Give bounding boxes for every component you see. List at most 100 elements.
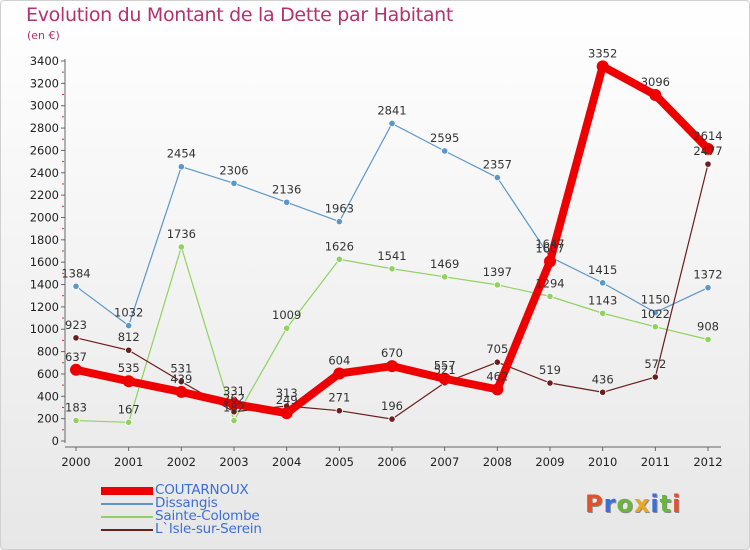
data-label-dissangis: 1032 — [114, 306, 143, 320]
legend-swatch-l-isle-sur-serein — [101, 529, 153, 531]
data-label-l-isle-sur-serein: 812 — [118, 330, 140, 344]
y-tick-label: 3000 — [30, 99, 59, 113]
y-tick-label: 2800 — [30, 121, 59, 135]
data-label-coutarnoux: 535 — [118, 361, 140, 375]
data-point-l-isle-sur-serein — [177, 378, 185, 386]
data-label-l-isle-sur-serein: 262 — [223, 392, 245, 406]
data-label-coutarnoux: 637 — [65, 350, 87, 364]
data-label-dissangis: 1150 — [641, 292, 670, 306]
data-point-sainte-colombe — [651, 323, 659, 331]
data-label-sainte-colombe: 1022 — [641, 307, 670, 321]
data-point-coutarnoux — [386, 360, 398, 373]
y-tick-label: 3400 — [30, 54, 59, 68]
data-point-coutarnoux — [228, 398, 240, 411]
data-point-coutarnoux — [70, 363, 82, 376]
data-point-sainte-colombe — [335, 255, 343, 263]
x-tick-label: 2002 — [167, 455, 196, 469]
data-point-coutarnoux — [122, 375, 135, 388]
y-tick-label: 1000 — [30, 322, 59, 336]
data-point-sainte-colombe — [441, 273, 449, 281]
chart-title: Evolution du Montant de la Dette par Hab… — [26, 4, 454, 26]
logo-letter: o — [616, 490, 634, 518]
data-point-l-isle-sur-serein — [493, 358, 501, 366]
data-point-coutarnoux — [175, 385, 188, 398]
data-label-l-isle-sur-serein: 519 — [539, 363, 561, 377]
data-label-coutarnoux: 3096 — [641, 75, 670, 89]
data-label-l-isle-sur-serein: 531 — [170, 362, 192, 376]
data-label-sainte-colombe: 1009 — [272, 308, 301, 322]
data-label-dissangis: 2454 — [167, 147, 196, 161]
data-point-sainte-colombe — [177, 243, 185, 251]
x-tick-label: 2006 — [377, 455, 406, 469]
data-label-sainte-colombe: 1469 — [430, 257, 459, 271]
data-label-dissangis: 2357 — [483, 158, 512, 172]
data-point-l-isle-sur-serein — [651, 373, 659, 381]
data-label-l-isle-sur-serein: 313 — [276, 386, 298, 400]
data-point-dissangis — [177, 163, 185, 171]
legend-label-coutarnoux: COUTARNOUX — [155, 482, 249, 498]
data-label-l-isle-sur-serein: 196 — [381, 399, 403, 413]
data-label-dissangis: 2136 — [272, 182, 301, 196]
y-tick-label: 200 — [37, 412, 59, 426]
data-point-sainte-colombe — [125, 418, 133, 426]
x-tick-label: 2009 — [535, 455, 564, 469]
data-label-coutarnoux: 604 — [328, 353, 350, 367]
logo-letter: i — [672, 490, 682, 518]
legend-label-l-isle-sur-serein: L`Isle-sur-Serein — [155, 521, 262, 537]
x-tick-label: 2000 — [61, 455, 90, 469]
data-point-l-isle-sur-serein — [546, 379, 554, 387]
data-label-sainte-colombe: 183 — [65, 401, 87, 415]
data-label-sainte-colombe: 182 — [223, 401, 245, 415]
data-point-l-isle-sur-serein — [125, 346, 133, 354]
x-tick-label: 2010 — [588, 455, 617, 469]
data-point-sainte-colombe — [230, 417, 238, 425]
data-point-sainte-colombe — [546, 292, 554, 300]
data-label-coutarnoux: 670 — [381, 346, 403, 360]
data-point-coutarnoux — [702, 142, 714, 155]
y-tick-label: 1200 — [30, 300, 59, 314]
data-label-l-isle-sur-serein: 572 — [644, 357, 666, 371]
data-label-coutarnoux: 331 — [223, 384, 245, 398]
data-label-dissangis: 1384 — [61, 266, 90, 280]
data-label-coutarnoux: 557 — [434, 359, 456, 373]
data-point-sainte-colombe — [493, 281, 501, 289]
y-tick-label: 1600 — [30, 255, 59, 269]
x-tick-label: 2001 — [114, 455, 143, 469]
data-label-dissangis: 1963 — [325, 202, 354, 216]
y-tick-label: 1800 — [30, 233, 59, 247]
chart-subtitle: (en €) — [27, 29, 60, 42]
y-tick-label: 2200 — [30, 188, 59, 202]
data-label-sainte-colombe: 1626 — [325, 239, 354, 253]
x-tick-label: 2011 — [641, 455, 670, 469]
data-point-dissangis — [388, 119, 396, 128]
data-label-sainte-colombe: 1736 — [167, 227, 196, 241]
legend-label-dissangis: Dissangis — [155, 495, 218, 511]
logo-letter: P — [585, 490, 604, 518]
data-label-coutarnoux: 3352 — [588, 46, 617, 60]
y-tick-label: 2400 — [30, 166, 59, 180]
x-tick-label: 2003 — [219, 455, 248, 469]
y-tick-label: 400 — [37, 389, 59, 403]
data-point-dissangis — [441, 147, 449, 155]
data-label-l-isle-sur-serein: 271 — [328, 391, 350, 405]
data-label-l-isle-sur-serein: 436 — [592, 372, 614, 386]
data-label-coutarnoux: 439 — [170, 372, 192, 386]
data-label-sainte-colombe: 1294 — [535, 276, 564, 290]
legend-label-sainte-colombe: Sainte-Colombe — [155, 508, 260, 524]
data-label-coutarnoux: 249 — [276, 393, 298, 407]
data-point-dissangis — [704, 284, 712, 292]
y-tick-label: 1400 — [30, 278, 59, 292]
data-point-sainte-colombe — [599, 309, 607, 317]
y-tick-label: 3200 — [30, 76, 59, 90]
data-label-dissangis: 2306 — [219, 163, 248, 177]
x-tick-label: 2005 — [325, 455, 354, 469]
data-label-l-isle-sur-serein: 521 — [434, 363, 456, 377]
y-tick-label: 2600 — [30, 143, 59, 157]
data-label-coutarnoux: 2614 — [693, 129, 722, 143]
data-label-dissangis: 2595 — [430, 131, 459, 145]
data-point-l-isle-sur-serein — [704, 160, 712, 168]
data-point-l-isle-sur-serein — [72, 334, 80, 342]
y-tick-label: 600 — [37, 367, 59, 381]
data-point-coutarnoux — [649, 88, 662, 101]
data-point-dissangis — [335, 218, 343, 226]
